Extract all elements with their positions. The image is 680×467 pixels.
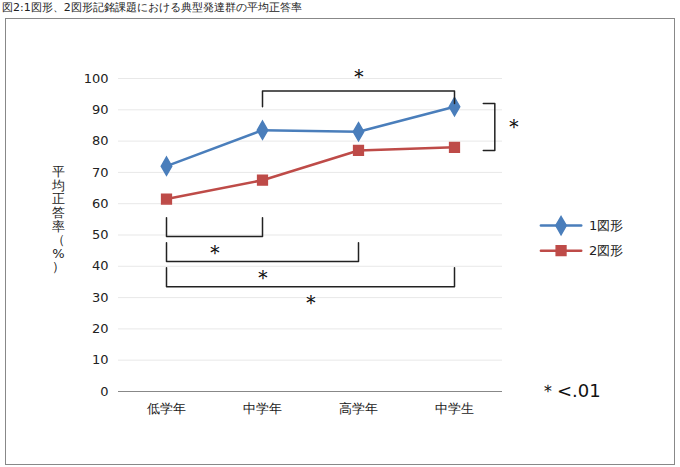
svg-text:中学生: 中学生: [435, 401, 474, 416]
html-text:図2:1図形、2図形記銘課題における典型発達群の平均正答率: 図2:1図形、2図形記銘課題における典型発達群の平均正答率: [2, 1, 302, 14]
svg-text:中学年: 中学年: [243, 401, 282, 416]
svg-text:10: 10: [92, 352, 109, 367]
svg-text:＊<.01: ＊<.01: [539, 380, 601, 401]
svg-text:0: 0: [100, 384, 108, 399]
svg-text:80: 80: [92, 133, 109, 148]
svg-text:30: 30: [92, 290, 109, 305]
svg-text:＊: ＊: [348, 64, 370, 89]
svg-text:2図形: 2図形: [589, 243, 623, 258]
svg-text:＊: ＊: [503, 114, 525, 139]
svg-text:＊: ＊: [300, 290, 322, 315]
svg-text:70: 70: [92, 165, 109, 180]
svg-text:高学年: 高学年: [339, 401, 378, 416]
svg-text:90: 90: [92, 102, 109, 117]
svg-text:低学年: 低学年: [147, 401, 186, 416]
svg-text:＊: ＊: [204, 240, 226, 265]
svg-text:40: 40: [92, 258, 109, 273]
svg-text:1図形: 1図形: [589, 218, 623, 233]
svg-text:20: 20: [92, 321, 109, 336]
svg-text:100: 100: [84, 71, 109, 86]
svg-text:60: 60: [92, 196, 109, 211]
svg-text:平均正答率（%）: 平均正答率（%）: [51, 164, 65, 275]
svg-text:50: 50: [92, 227, 109, 242]
